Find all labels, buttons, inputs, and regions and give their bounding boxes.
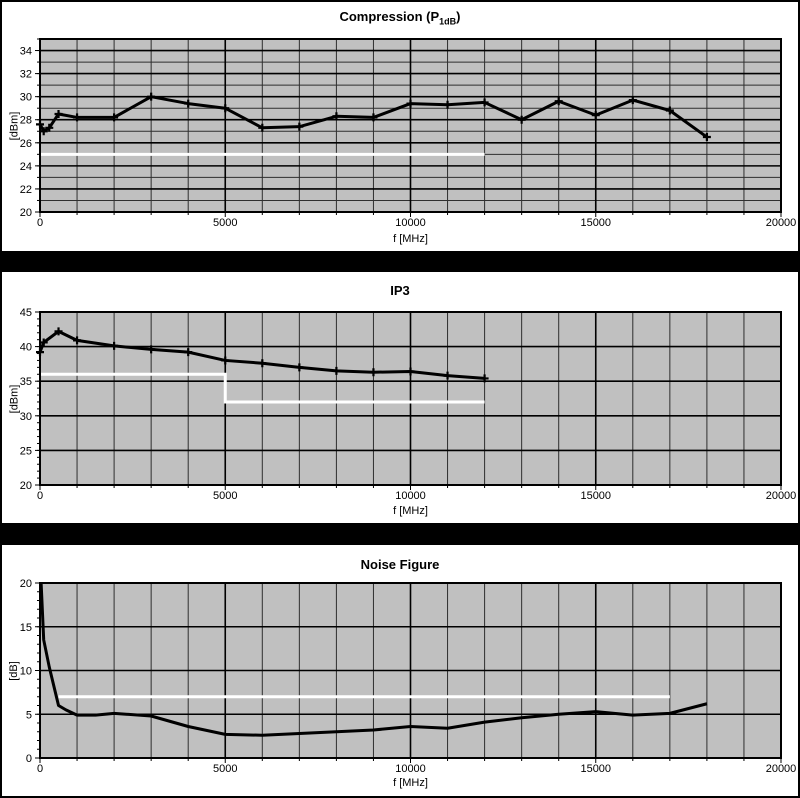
compression-x-axis-label: f [MHz] (393, 233, 428, 245)
svg-text:10: 10 (20, 666, 32, 678)
svg-text:0: 0 (26, 753, 32, 765)
tick-labels: 0 5 10 15 20 0 5000 10000 15000 20000 (20, 578, 797, 775)
axis-ticks (35, 311, 782, 490)
svg-text:30: 30 (20, 411, 32, 423)
svg-text:45: 45 (20, 307, 32, 319)
noise-figure-panel: Noise Figure [dB] f [MHz] 0 5 10 15 20 0 5000 1… (2, 545, 798, 796)
separator-band-2 (0, 523, 800, 545)
svg-text:25: 25 (20, 445, 32, 457)
svg-text:0: 0 (37, 490, 43, 502)
svg-text:30: 30 (20, 92, 32, 104)
svg-text:20: 20 (20, 578, 32, 590)
svg-text:22: 22 (20, 184, 32, 196)
measured-p1db (38, 95, 708, 139)
noise-figure-x-axis-label: f [MHz] (393, 777, 428, 789)
svg-text:35: 35 (20, 376, 32, 388)
noise-figure-chart-plot: 0 5 10 15 20 0 5000 10000 15000 20000 (20, 578, 797, 775)
ip3-chart-plot: 20 25 30 35 40 45 0 5000 10000 15000 20000 (20, 307, 797, 502)
svg-text:20: 20 (20, 480, 32, 492)
svg-text:15000: 15000 (580, 763, 611, 775)
svg-text:5000: 5000 (213, 217, 237, 229)
svg-text:15000: 15000 (580, 217, 611, 229)
svg-text:20000: 20000 (766, 763, 797, 775)
svg-text:20000: 20000 (766, 490, 797, 502)
ip3-title: IP3 (390, 283, 410, 298)
svg-text:15000: 15000 (580, 490, 611, 502)
svg-text:26: 26 (20, 138, 32, 150)
svg-text:15: 15 (20, 622, 32, 634)
svg-text:24: 24 (20, 161, 32, 173)
tick-labels: 20 25 30 35 40 45 0 5000 10000 15000 20000 (20, 307, 797, 502)
compression-title: Compression (P1dB) (2, 9, 798, 27)
compression-y-axis-label: [dBm] (8, 111, 21, 140)
tick-labels: 20 22 24 26 28 30 32 34 0 5000 10000 15000 20000 (20, 46, 797, 229)
ip3-x-axis-label: f [MHz] (393, 505, 428, 517)
measured-nf (39, 582, 708, 737)
svg-text:5000: 5000 (213, 763, 237, 775)
svg-text:10000: 10000 (395, 763, 426, 775)
svg-text:0: 0 (37, 217, 43, 229)
compression-title-subscript: 1dB (439, 16, 457, 27)
svg-text:0: 0 (37, 763, 43, 775)
separator-band-1 (0, 251, 800, 272)
ip3-y-axis-label: [dBm] (8, 384, 21, 413)
compression-panel: Compression (P1dB) [dBm] f [MHz] 20 22 24 2… (2, 2, 798, 251)
ip3-panel: IP3 [dBm] f [MHz] 20 25 30 35 40 45 0 5000 10000… (2, 272, 798, 523)
svg-text:5: 5 (26, 709, 32, 721)
svg-text:10000: 10000 (395, 217, 426, 229)
svg-text:20000: 20000 (766, 217, 797, 229)
svg-text:20: 20 (20, 207, 32, 219)
svg-text:40: 40 (20, 342, 32, 354)
compression-title-main: Compression (P (339, 9, 440, 24)
compression-chart-plot: 20 22 24 26 28 30 32 34 0 5000 10000 15000 20000 (20, 38, 797, 229)
axis-ticks (35, 38, 782, 217)
spec-limit-step (40, 372, 485, 404)
svg-text:34: 34 (20, 46, 32, 58)
svg-text:5000: 5000 (213, 490, 237, 502)
axis-ticks (35, 582, 782, 763)
svg-text:10000: 10000 (395, 490, 426, 502)
svg-text:28: 28 (20, 115, 32, 127)
noise-figure-y-axis-label: [dB] (8, 660, 21, 681)
svg-text:32: 32 (20, 69, 32, 81)
compression-title-close: ) (456, 9, 461, 24)
noise-figure-title: Noise Figure (360, 557, 440, 572)
